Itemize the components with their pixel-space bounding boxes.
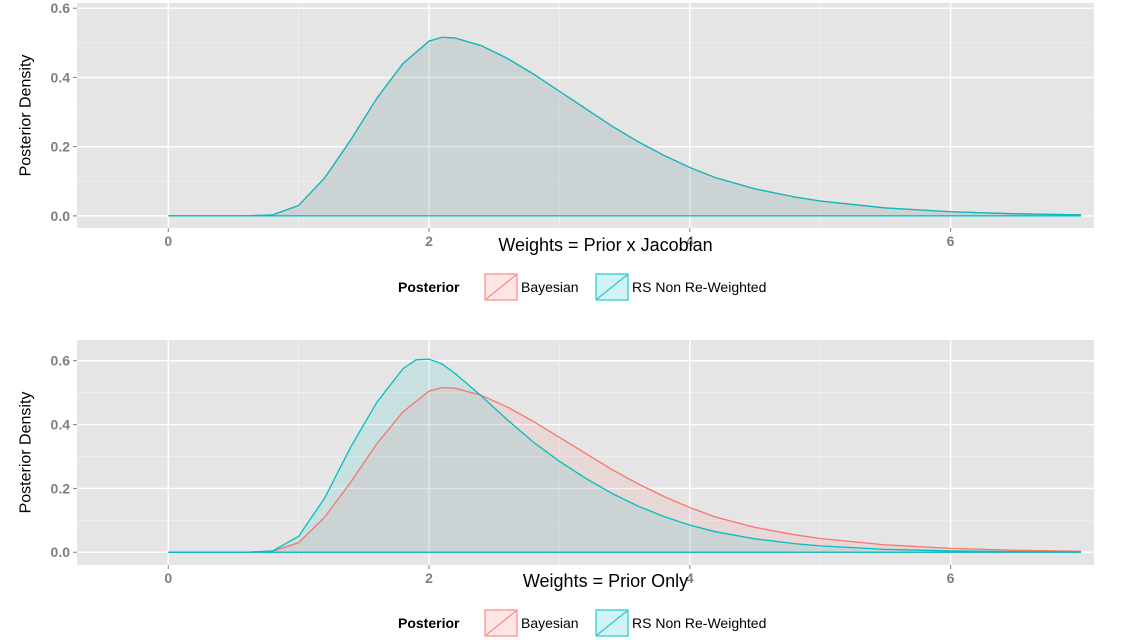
- series-area: [168, 37, 1081, 216]
- x-tick-label: 6: [947, 570, 955, 586]
- legend-key-slash: [485, 610, 517, 636]
- legend-label: RS Non Re-Weighted: [632, 279, 766, 295]
- legend-key-slash: [596, 274, 628, 300]
- y-tick-labels: 0.0 0.2 0.4 0.6: [51, 0, 77, 224]
- y-tick-labels: 0.0 0.2 0.4 0.6: [51, 353, 77, 560]
- legend-label: Bayesian: [521, 279, 579, 295]
- chart-panel-bottom: 0 2 4 6 0.0 0.2 0.4 0.6 Posterior Density Weig…: [18, 340, 1094, 637]
- x-tick-label: 4: [686, 570, 694, 586]
- y-axis-title: Posterior Density: [18, 392, 35, 514]
- legend-title: Posterior: [398, 279, 460, 295]
- chart-panel-top: 0 2 4 6 0.0 0.2 0.4 0.6 Posterior Density Weig…: [18, 0, 1094, 301]
- x-axis-title: Weights = Prior x Jacobian: [498, 235, 712, 255]
- x-tick-labels: 0 2 4 6: [164, 228, 955, 249]
- x-tick-label: 2: [425, 233, 433, 249]
- legend-key: [484, 609, 518, 637]
- legend: Posterior Bayesian RS Non Re-Weighted: [398, 273, 766, 301]
- x-tick-label: 0: [164, 233, 172, 249]
- legend-key: [484, 273, 518, 301]
- series-line: [168, 386, 1081, 553]
- legend-key-slash: [485, 274, 517, 300]
- y-tick-label: 0.6: [51, 0, 71, 16]
- x-tick-label: 4: [686, 233, 694, 249]
- legend-key: [595, 609, 629, 637]
- series-area: [168, 387, 1081, 553]
- series-layer: [168, 358, 1081, 553]
- legend: Posterior Bayesian RS Non Re-Weighted: [398, 609, 766, 637]
- y-tick-label: 0.0: [51, 208, 71, 224]
- legend-key: [595, 273, 629, 301]
- series-area: [168, 359, 1081, 553]
- y-tick-label: 0.2: [51, 139, 71, 155]
- series-layer: [168, 36, 1081, 217]
- x-tick-labels: 0 2 4 6: [164, 565, 955, 586]
- series-area: [168, 37, 1081, 216]
- legend-title: Posterior: [398, 615, 460, 631]
- y-tick-label: 0.4: [51, 69, 71, 85]
- plot-background: [77, 3, 1094, 228]
- y-axis-title: Posterior Density: [18, 55, 35, 177]
- x-tick-label: 2: [425, 570, 433, 586]
- series-line: [168, 36, 1081, 217]
- legend-label: RS Non Re-Weighted: [632, 615, 766, 631]
- y-tick-label: 0.2: [51, 480, 71, 496]
- plot-background: [77, 340, 1094, 565]
- x-axis-title: Weights = Prior Only: [523, 571, 688, 591]
- y-tick-label: 0.6: [51, 353, 71, 369]
- y-tick-label: 0.0: [51, 544, 71, 560]
- x-tick-label: 0: [164, 570, 172, 586]
- legend-key-slash: [596, 610, 628, 636]
- series-line: [168, 358, 1081, 553]
- x-tick-label: 6: [947, 233, 955, 249]
- legend-label: Bayesian: [521, 615, 579, 631]
- y-tick-label: 0.4: [51, 417, 71, 433]
